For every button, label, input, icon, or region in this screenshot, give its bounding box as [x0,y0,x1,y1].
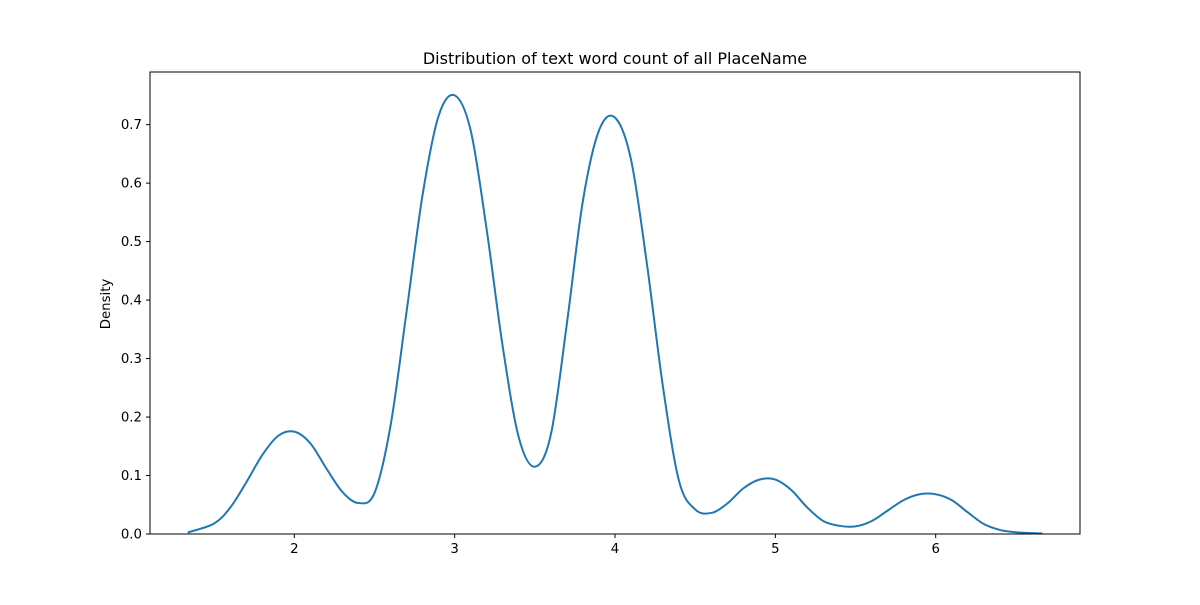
y-tick-label: 0.3 [121,352,142,367]
y-tick-label: 0.2 [121,411,142,426]
density-line [187,93,1043,535]
axis-ticks: 2 3 4 5 6 0.0 0.1 0.2 0.3 0.4 0.5 0.6 0.7 [121,118,940,557]
x-tick-label: 2 [290,542,298,557]
x-tick-label: 5 [771,542,779,557]
y-tick-label: 0.7 [121,118,142,133]
x-tick-label: 3 [450,542,458,557]
axes-frame [149,71,1081,535]
x-tick-label: 4 [611,542,619,557]
y-tick-label: 0.0 [121,528,142,543]
y-tick-label: 0.5 [121,235,142,250]
y-tick-label: 0.1 [121,469,142,484]
y-tick-label: 0.6 [121,177,142,192]
plot-area [187,93,1043,535]
y-tick-label: 0.4 [121,294,142,309]
y-axis-label: Density [99,279,114,330]
x-tick-label: 6 [931,542,939,557]
chart-title: Distribution of text word count of all P… [423,49,807,68]
